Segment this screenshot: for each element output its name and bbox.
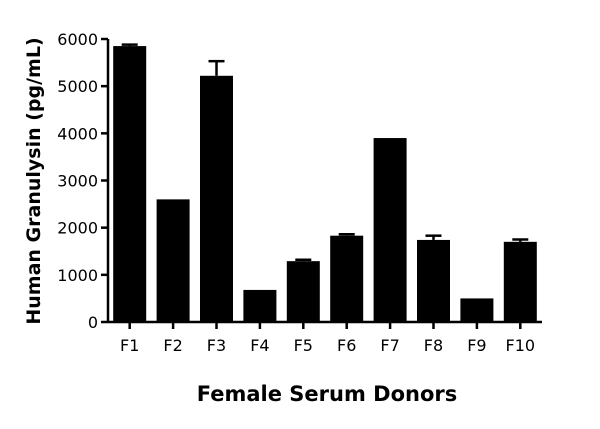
x-tick-label: F3 [207,336,226,355]
y-tick-label: 5000 [57,77,98,96]
x-axis-title: Female Serum Donors [197,382,458,406]
bar-f4 [243,289,277,322]
bar-f10 [503,241,537,322]
x-tick-label: F8 [424,336,443,355]
y-tick-label: 3000 [57,172,98,191]
bar-f1 [113,46,147,322]
y-axis-title: Human Granulysin (pg/mL) [23,37,45,324]
bar-f8 [417,239,450,322]
y-tick-label: 6000 [57,30,98,49]
x-tick-label: F2 [163,336,182,355]
y-tick-label: 1000 [57,266,98,285]
y-tick-label: 0 [88,313,98,332]
x-tick-label: F6 [337,336,356,355]
x-tick-label: F4 [250,336,269,355]
bars [113,43,537,322]
bar-f6 [330,235,364,322]
x-tick-label: F5 [294,336,313,355]
bar-f9 [460,298,494,322]
bar-f2 [156,199,190,322]
y-ticks: 0 1000 2000 3000 4000 5000 6000 [57,30,108,332]
bar-f7 [373,138,407,322]
y-tick-label: 4000 [57,124,98,143]
x-tick-label: F10 [506,336,536,355]
bar-f3 [200,75,233,322]
y-tick-label: 2000 [57,219,98,238]
x-ticks: F1 F2 F3 F4 F5 F6 F7 F8 F9 F10 [120,322,535,355]
x-tick-label: F9 [467,336,486,355]
x-tick-label: F1 [120,336,139,355]
bar-f5 [286,261,320,322]
x-tick-label: F7 [380,336,399,355]
